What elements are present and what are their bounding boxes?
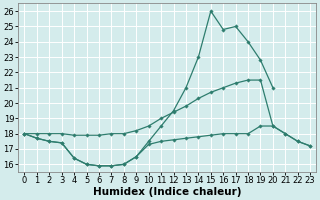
X-axis label: Humidex (Indice chaleur): Humidex (Indice chaleur) [93,187,242,197]
